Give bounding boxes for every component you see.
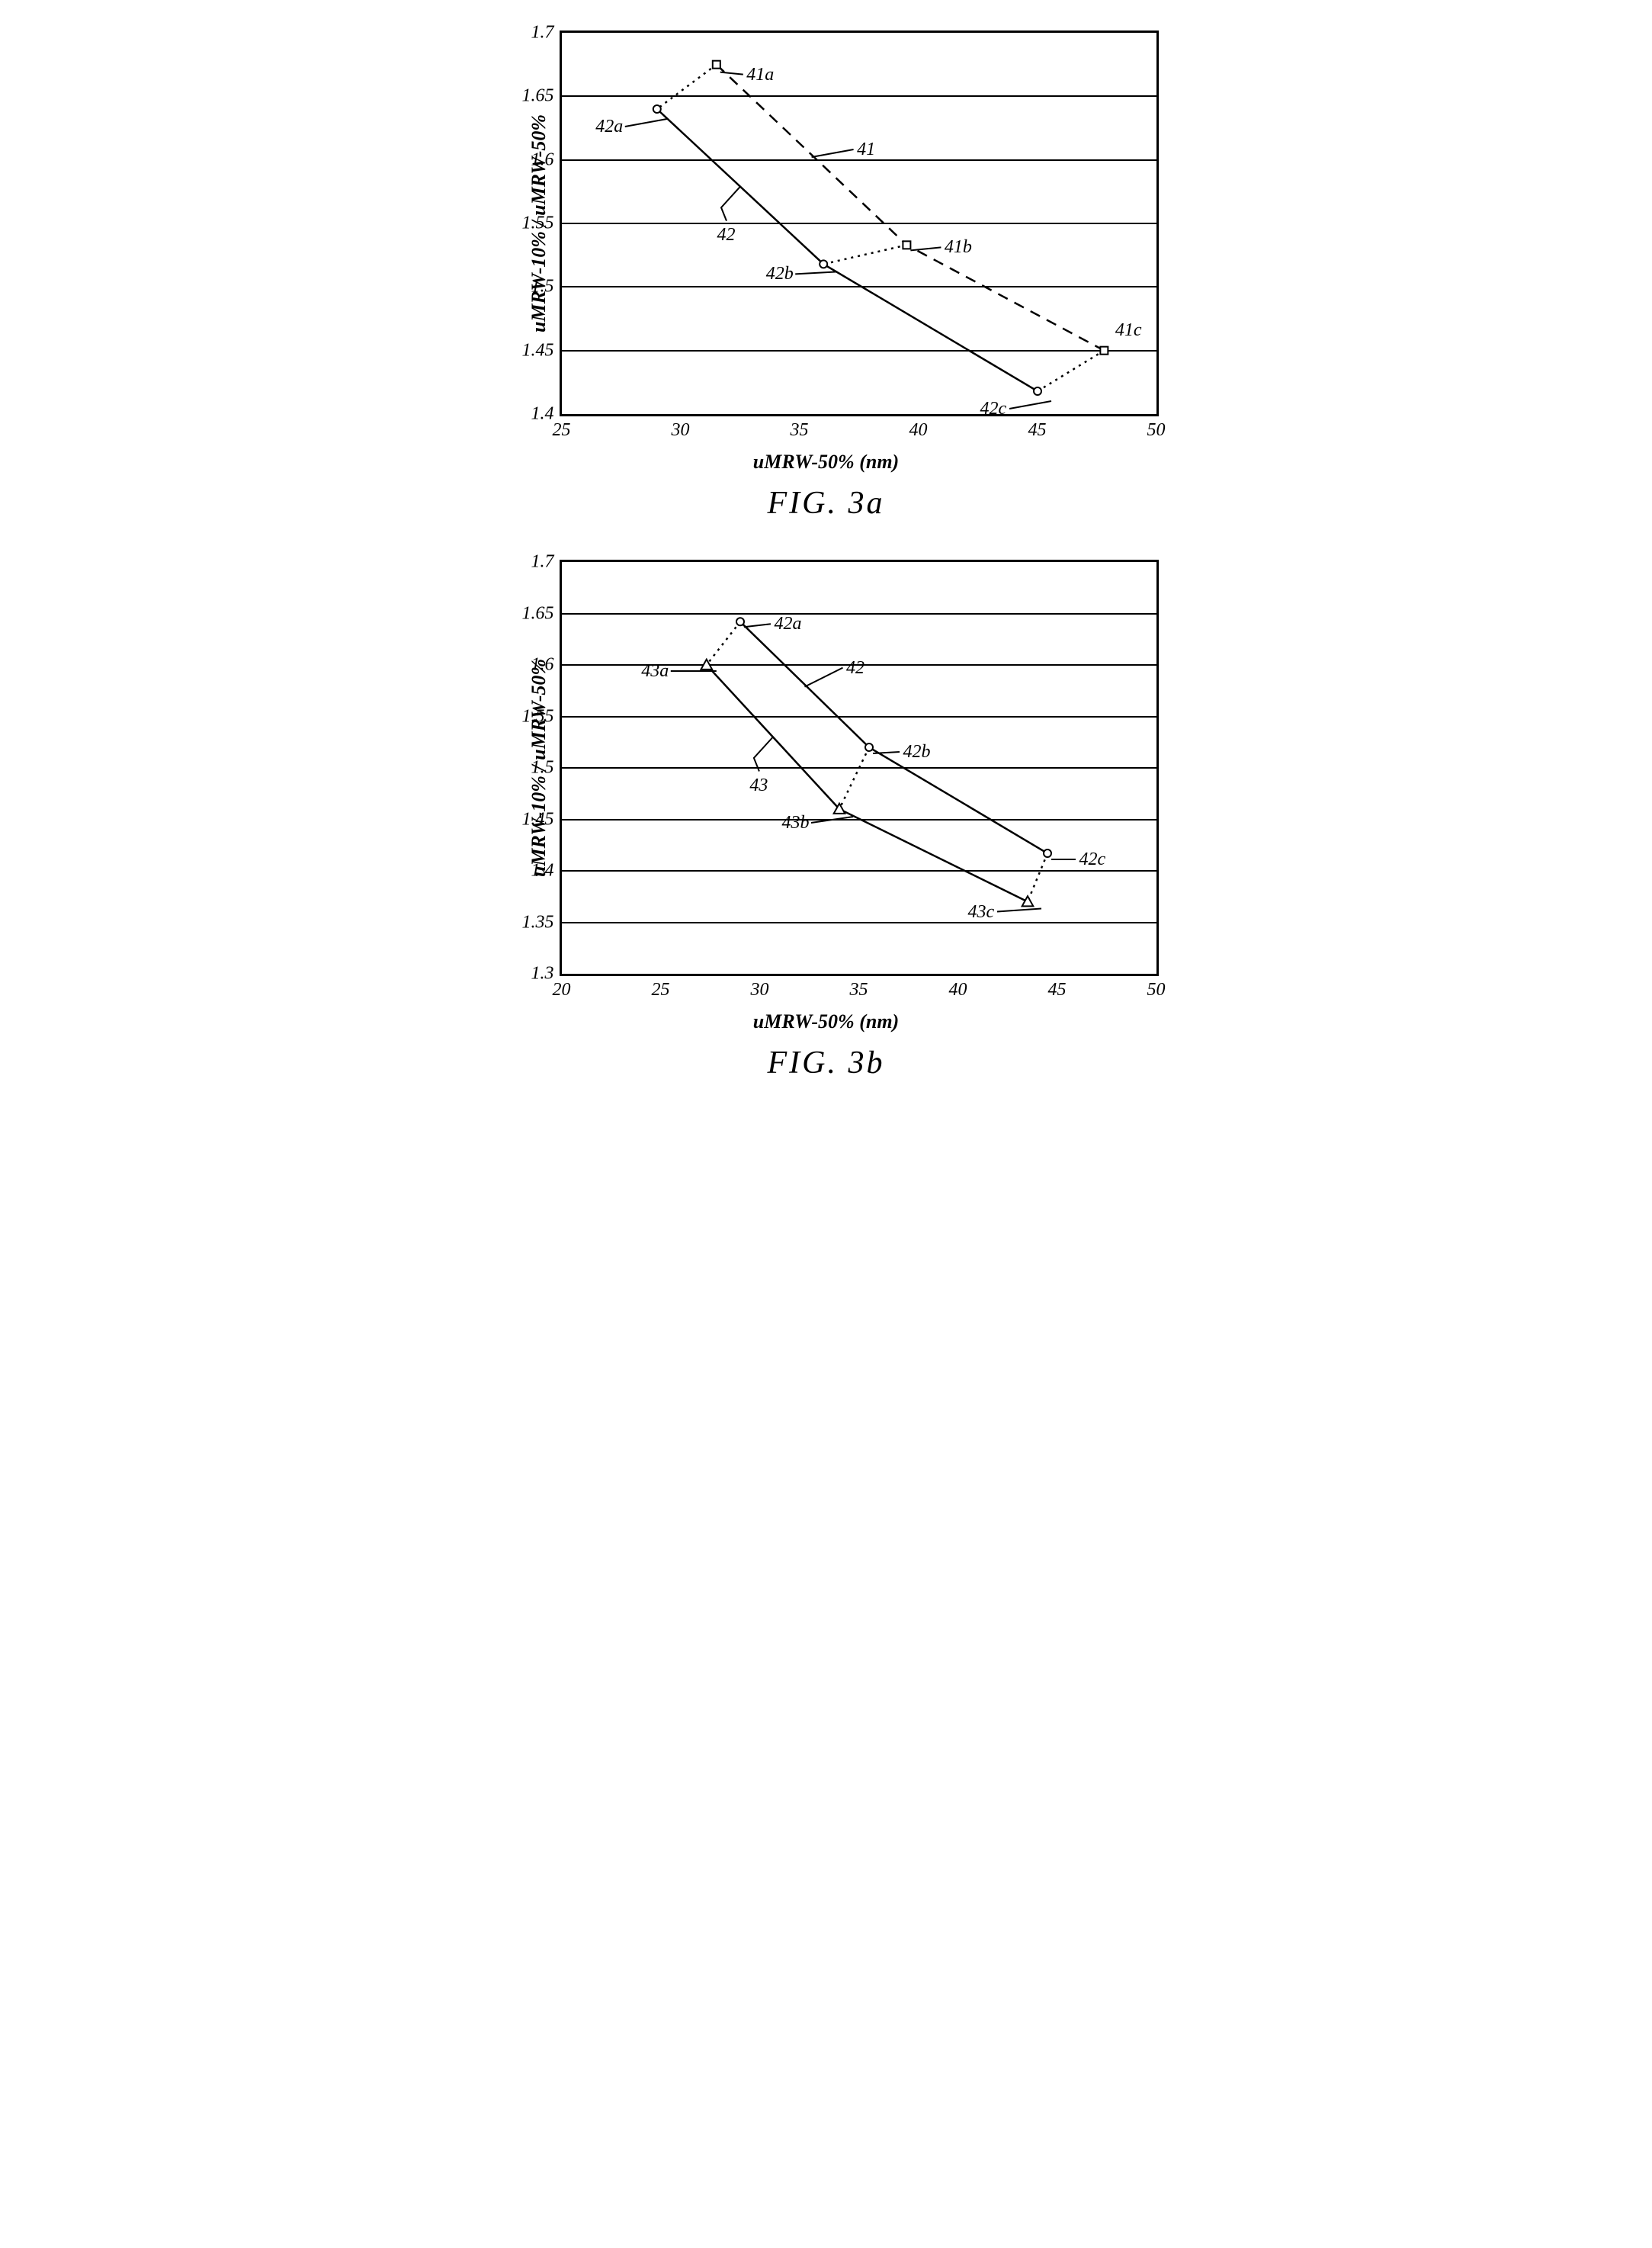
annotation-41: 41 [857,140,875,160]
annotation-42: 42 [846,658,864,679]
x-tick-label: 40 [949,974,967,1000]
x-tick-label: 40 [909,414,928,441]
x-tick-label: 50 [1147,414,1166,441]
x-tick-label: 50 [1147,974,1166,1000]
marker-42a [736,618,744,625]
x-axis-label-a: uMRW-50% (nm) [483,451,1169,474]
x-tick-label: 25 [652,974,670,1000]
y-tick-label: 1.6 [531,149,562,170]
annotation-leader [804,668,842,687]
annotation-43c: 43c [968,902,995,923]
x-tick-label: 45 [1028,414,1047,441]
annotation-43a: 43a [641,661,669,682]
annotation-42b: 42b [766,264,794,284]
x-tick-label: 30 [672,414,690,441]
connector-line [1038,351,1104,391]
annotation-leader [720,72,743,75]
annotation-42c: 42c [1079,849,1106,870]
chart-svg [562,33,1156,414]
marker-41b [903,241,910,249]
x-tick-label: 35 [791,414,809,441]
annotation-leader [811,149,853,157]
annotation-41c: 41c [1115,320,1142,341]
annotation-42: 42 [717,225,736,246]
annotation-41a: 41a [746,65,774,85]
y-tick-label: 1.45 [522,340,562,361]
y-tick-label: 1.35 [522,912,562,933]
y-tick-label: 1.7 [531,23,562,43]
annotation-leader [744,624,771,627]
marker-42c [1034,387,1041,395]
annotation-42c: 42c [980,399,1007,419]
x-tick-label: 25 [553,414,571,441]
annotation-43: 43 [749,776,768,796]
annotation-42a: 42a [595,117,623,137]
connector-line [839,747,869,809]
series-line-41 [716,65,1104,351]
x-tick-label: 30 [751,974,769,1000]
figure-title-b: FIG. 3b [483,1045,1169,1081]
annotation-leader [753,737,772,772]
annotation-leader [997,909,1041,912]
y-tick-label: 1.5 [531,758,562,779]
annotation-41b: 41b [945,237,972,258]
figure-3b: uMRW-10% / uMRW-50% 1.31.351.41.451.51.5… [483,560,1169,1081]
annotation-leader [721,187,740,221]
marker-42c [1044,849,1051,857]
x-axis-label-b: uMRW-50% (nm) [483,1010,1169,1033]
connector-line [823,245,906,264]
annotation-leader [910,247,941,250]
annotation-42b: 42b [903,742,931,763]
annotation-leader [624,119,666,127]
x-tick-label: 20 [553,974,571,1000]
chart-svg [562,562,1156,974]
marker-41c [1100,347,1108,355]
y-tick-label: 1.4 [531,861,562,882]
x-tick-label: 35 [850,974,868,1000]
y-tick-label: 1.65 [522,603,562,624]
marker-42b [820,260,827,268]
y-tick-label: 1.45 [522,809,562,830]
annotation-leader [811,817,853,823]
connector-line [1028,853,1047,901]
marker-43c [1022,896,1033,906]
annotation-leader [795,271,837,274]
connector-line [656,65,716,109]
marker-42a [653,105,660,113]
y-tick-label: 1.7 [531,552,562,573]
connector-line [706,621,739,665]
figure-title-a: FIG. 3a [483,485,1169,522]
marker-42b [865,743,873,751]
annotation-42a: 42a [775,614,802,634]
y-tick-label: 1.65 [522,86,562,107]
annotation-43b: 43b [782,813,810,833]
chart-a-box: 1.41.451.51.551.61.651.725303540455041a4… [560,31,1159,416]
figure-3a: uMRW-10% / uMRW-50% 1.41.451.51.551.61.6… [483,31,1169,522]
marker-41a [712,61,720,69]
y-tick-label: 1.5 [531,277,562,297]
y-tick-label: 1.55 [522,706,562,727]
y-tick-label: 1.6 [531,655,562,676]
chart-b-box: 1.31.351.41.451.51.551.61.651.7202530354… [560,560,1159,976]
x-tick-label: 45 [1048,974,1067,1000]
y-tick-label: 1.55 [522,214,562,234]
annotation-leader [1009,401,1051,409]
